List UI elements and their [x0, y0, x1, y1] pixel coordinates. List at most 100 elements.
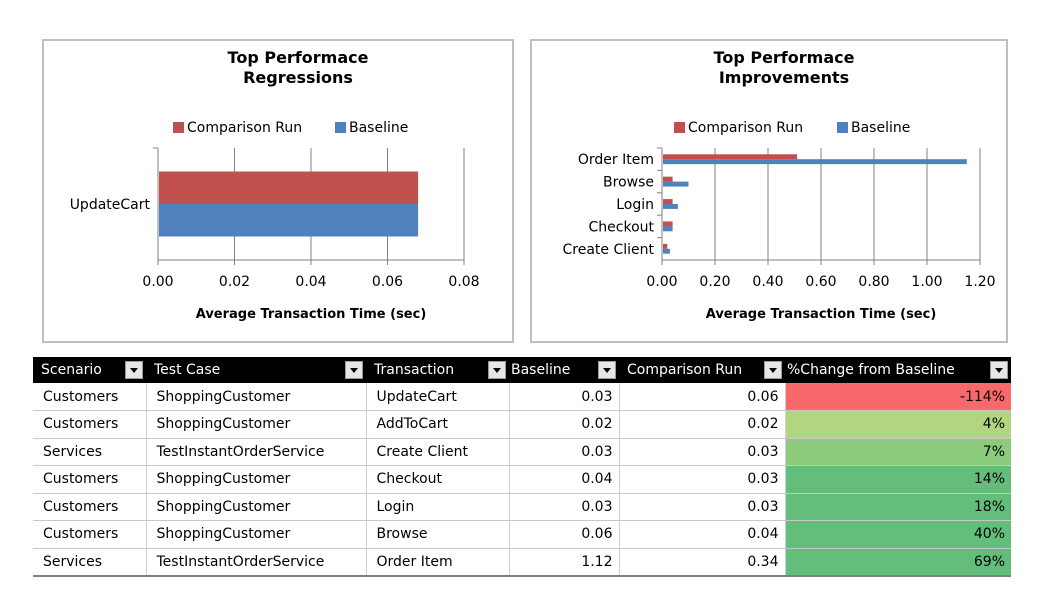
cell-test-case: ShoppingCustomer: [146, 410, 367, 439]
cell-transaction: Browse: [366, 520, 510, 549]
filter-dropdown-icon[interactable]: [125, 361, 143, 379]
bar-comparison-run: [663, 176, 673, 182]
bar-baseline: [663, 204, 678, 209]
cell-scenario: Customers: [33, 465, 147, 494]
header-scenario: Scenario: [33, 357, 146, 383]
x-tick-label: 0.02: [219, 274, 250, 290]
cell-scenario: Services: [33, 438, 147, 466]
chart-legend: Comparison Run Baseline: [173, 120, 408, 136]
header-transaction: Transaction: [366, 357, 509, 383]
bar-comparison-run: [663, 154, 798, 160]
cell-baseline: 0.03: [509, 438, 620, 466]
category-label: Create Client: [563, 242, 655, 258]
cell-comparison: 0.06: [619, 383, 786, 411]
legend-swatch: [837, 122, 848, 133]
cell-transaction: Order Item: [366, 548, 510, 577]
cell-comparison: 0.02: [619, 410, 786, 439]
legend-swatch: [173, 122, 184, 133]
improvements-chart-panel: Top Performace Improvements Comparison Run…: [530, 39, 1008, 343]
cell-comparison: 0.03: [619, 465, 786, 494]
cell-change: 69%: [785, 548, 1011, 577]
table-row: Customers ShoppingCustomer Login 0.03 0.…: [33, 493, 1011, 521]
cell-test-case: ShoppingCustomer: [146, 493, 367, 521]
chart-title-line: Regressions: [243, 68, 353, 87]
cell-test-case: ShoppingCustomer: [146, 520, 367, 549]
chart-legend: Comparison Run Baseline: [674, 120, 910, 136]
filter-dropdown-icon[interactable]: [598, 361, 616, 379]
table-row: Customers ShoppingCustomer Checkout 0.04…: [33, 465, 1011, 494]
performance-table: Scenario Test Case Transaction Baseline …: [33, 357, 1011, 577]
bar-baseline: [663, 248, 670, 254]
x-tick-label: 0.60: [805, 274, 836, 290]
cell-transaction: Login: [366, 493, 510, 521]
bar-comparison-run: [663, 221, 673, 227]
bar-comparison-run: [663, 199, 673, 204]
regressions-chart-panel: Top Performace Regressions Comparison Run B…: [42, 39, 514, 343]
cell-baseline: 0.04: [509, 465, 620, 494]
legend-label: Comparison Run: [688, 120, 803, 136]
cell-change: 4%: [785, 410, 1011, 439]
x-tick-label: 0.00: [646, 274, 677, 290]
cell-test-case: TestInstantOrderService: [146, 548, 367, 577]
legend-label: Baseline: [349, 120, 408, 136]
filter-dropdown-icon[interactable]: [488, 361, 506, 379]
cell-transaction: Create Client: [366, 438, 510, 466]
chart-title: Top Performace Improvements: [714, 48, 855, 87]
cell-transaction: UpdateCart: [366, 383, 510, 411]
legend-swatch: [674, 122, 685, 133]
cell-scenario: Customers: [33, 410, 147, 439]
cell-scenario: Services: [33, 548, 147, 577]
x-axis-title: Average Transaction Time (sec): [706, 307, 937, 322]
cell-scenario: Customers: [33, 520, 147, 549]
regressions-chart: Top Performace Regressions Comparison Run B…: [70, 48, 480, 322]
category-label: Login: [616, 197, 654, 213]
chart-title-line: Improvements: [719, 68, 849, 87]
legend-label: Baseline: [851, 120, 910, 136]
header-test-case: Test Case: [146, 357, 366, 383]
bar-baseline: [159, 204, 419, 237]
legend-swatch: [335, 122, 346, 133]
header-label: Transaction: [374, 362, 455, 378]
bar-comparison-run: [159, 171, 419, 204]
bar-comparison-run: [663, 243, 668, 249]
cell-transaction: Checkout: [366, 465, 510, 494]
bar-baseline: [663, 159, 967, 165]
cell-change: 14%: [785, 465, 1011, 494]
x-tick-label: 0.40: [752, 274, 783, 290]
legend-label: Comparison Run: [187, 120, 302, 136]
cell-change: 18%: [785, 493, 1011, 521]
chart-title-line: Top Performace: [228, 48, 369, 67]
header-label: Comparison Run: [627, 362, 743, 378]
category-label: Checkout: [589, 219, 655, 235]
category-label: UpdateCart: [70, 197, 151, 213]
table-row: Customers ShoppingCustomer UpdateCart 0.…: [33, 383, 1011, 411]
x-tick-label: 1.00: [911, 274, 942, 290]
category-label: Order Item: [578, 152, 654, 168]
header-comparison-run: Comparison Run: [619, 357, 785, 383]
table-row: Customers ShoppingCustomer Browse 0.06 0…: [33, 520, 1011, 549]
filter-dropdown-icon[interactable]: [764, 361, 782, 379]
cell-comparison: 0.03: [619, 438, 786, 466]
cell-scenario: Customers: [33, 383, 147, 411]
x-tick-label: 0.08: [448, 274, 479, 290]
header-label: Test Case: [154, 362, 221, 378]
x-tick-label: 0.80: [858, 274, 889, 290]
bar-baseline: [663, 226, 673, 232]
x-tick-label: 1.20: [964, 274, 995, 290]
cell-baseline: 0.03: [509, 383, 620, 411]
cell-test-case: ShoppingCustomer: [146, 465, 367, 494]
table-row: Services TestInstantOrderService Order I…: [33, 548, 1011, 577]
chart-title: Top Performace Regressions: [228, 48, 369, 87]
chart-title-line: Top Performace: [714, 48, 855, 67]
filter-dropdown-icon[interactable]: [990, 361, 1008, 379]
cell-baseline: 0.03: [509, 493, 620, 521]
x-axis-title: Average Transaction Time (sec): [196, 307, 427, 322]
filter-dropdown-icon[interactable]: [345, 361, 363, 379]
header-label: Baseline: [511, 362, 571, 378]
cell-scenario: Customers: [33, 493, 147, 521]
x-tick-label: 0.06: [372, 274, 403, 290]
category-label: Browse: [603, 175, 654, 191]
cell-comparison: 0.03: [619, 493, 786, 521]
x-tick-label: 0.20: [699, 274, 730, 290]
bar-baseline: [663, 181, 689, 187]
